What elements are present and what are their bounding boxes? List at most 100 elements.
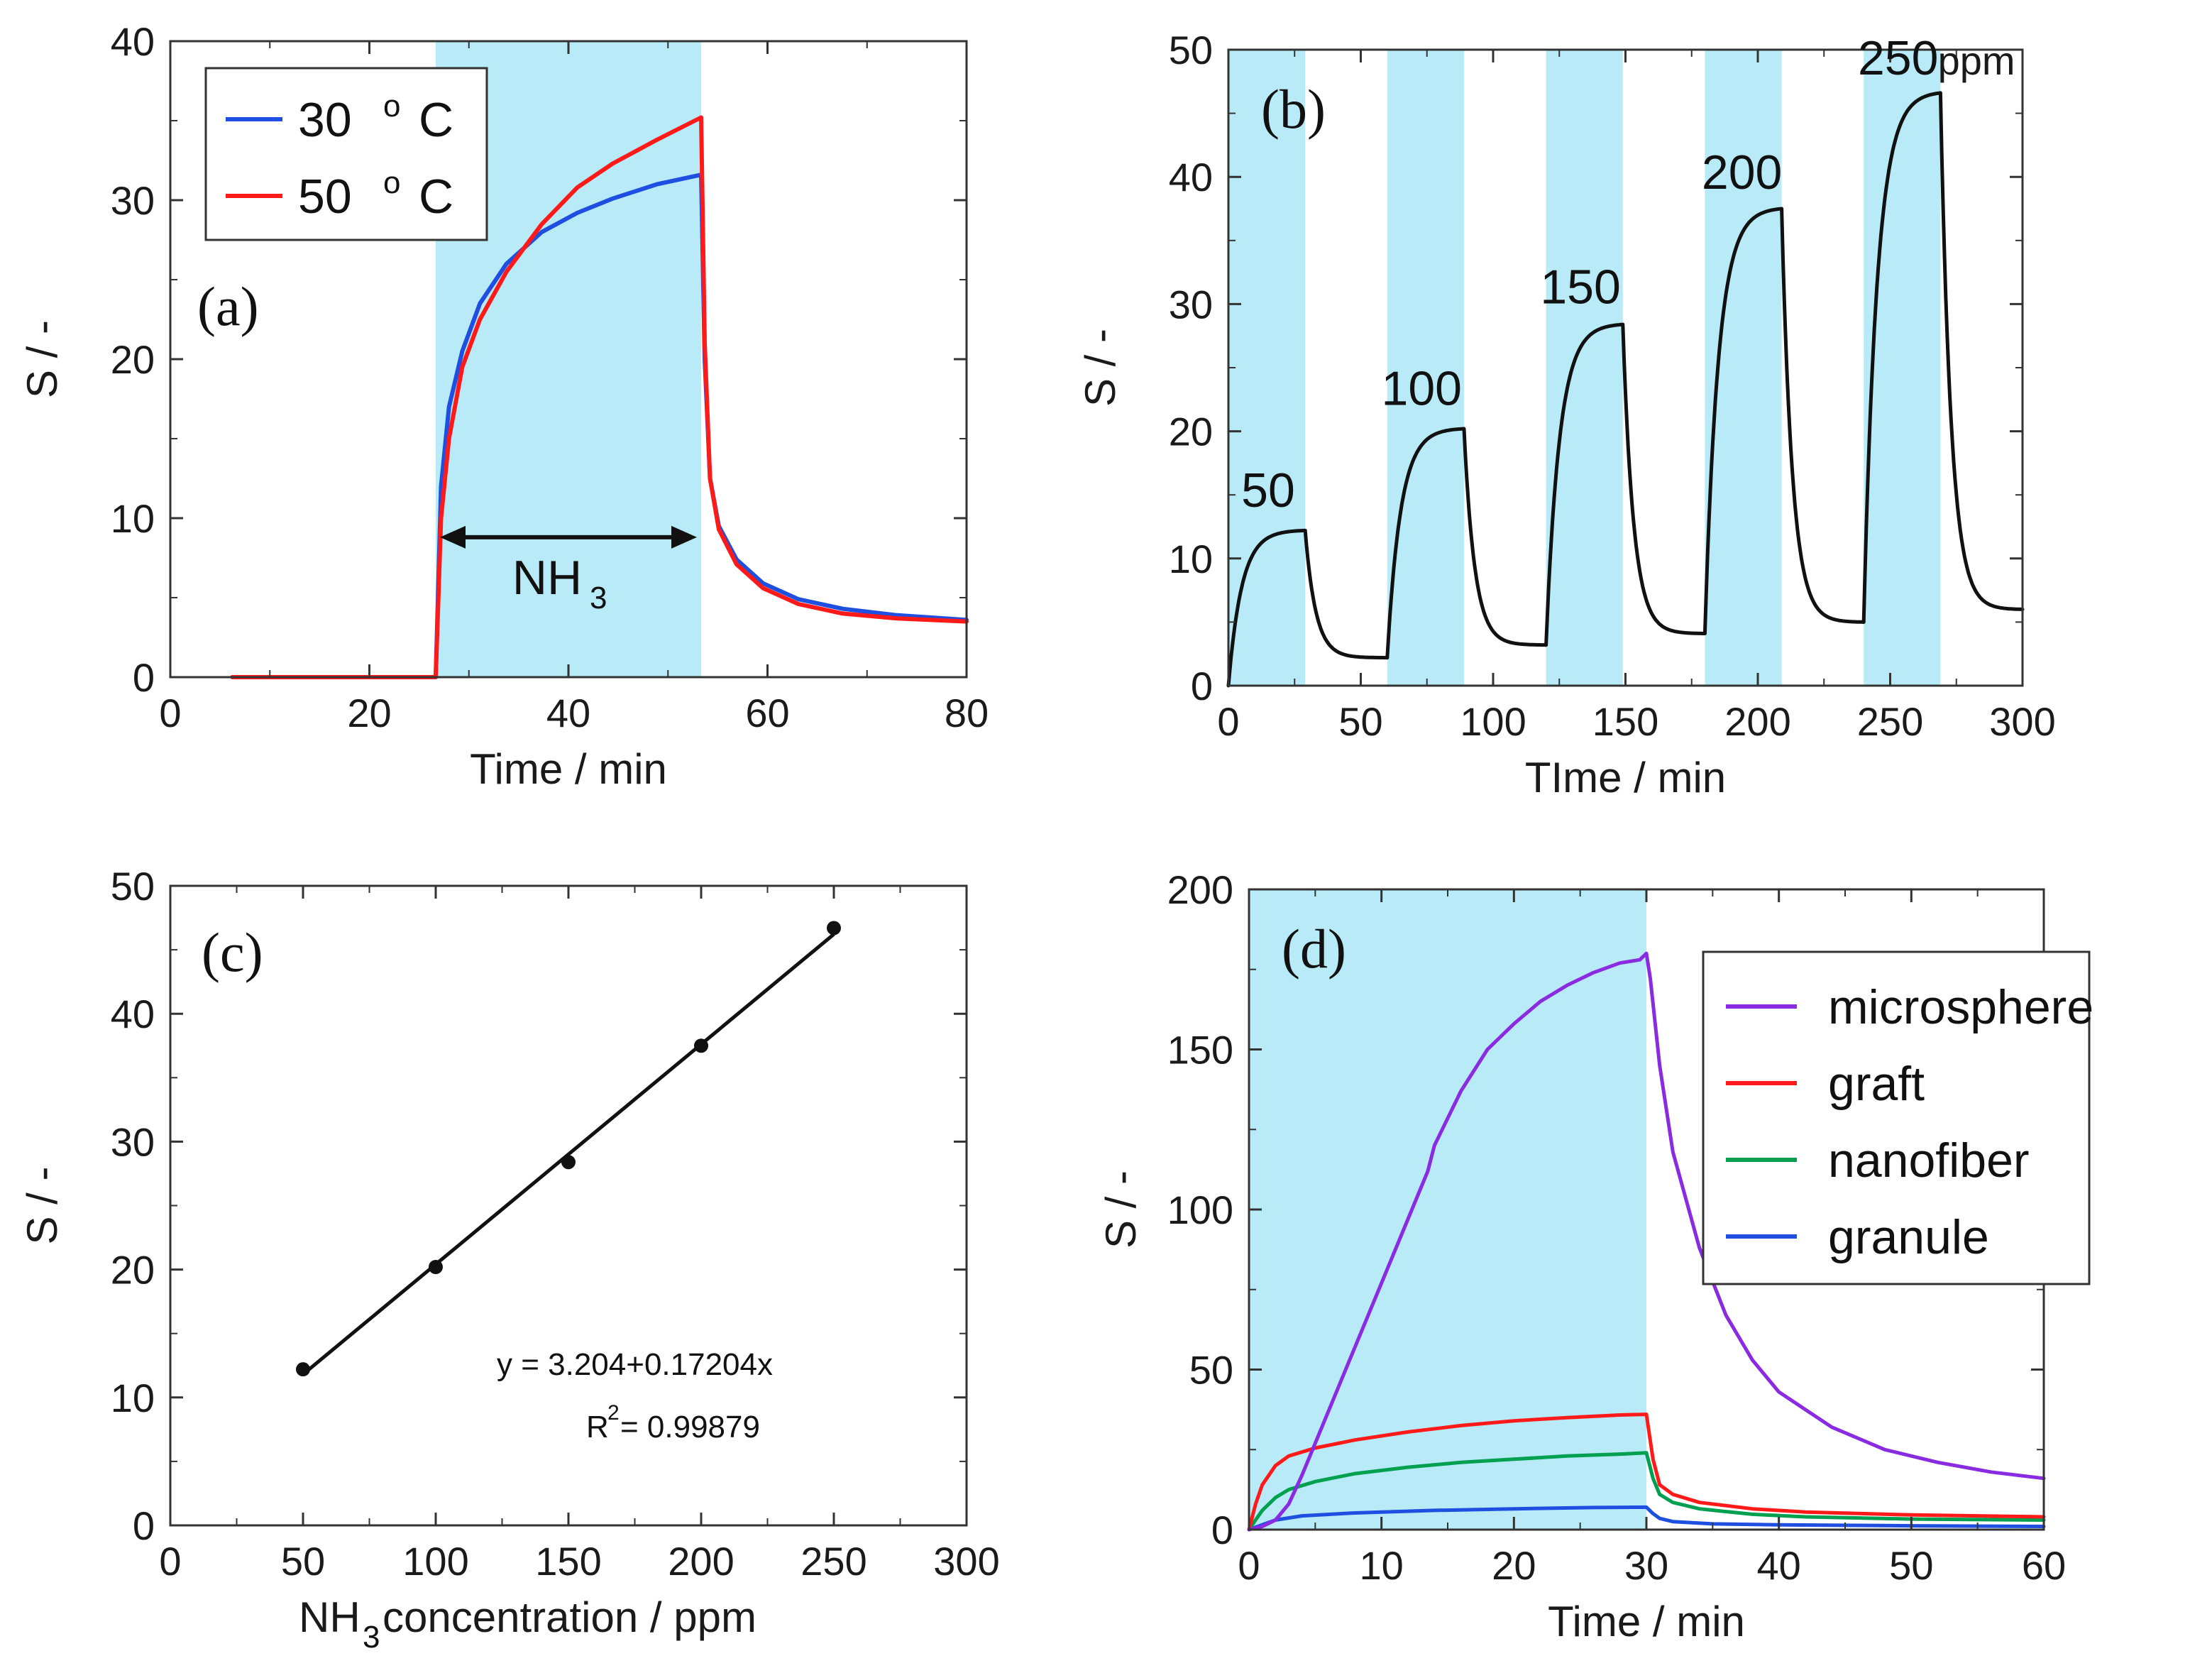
series-line-granule bbox=[1247, 1505, 2046, 1532]
y-tick-label: 30 bbox=[111, 1119, 155, 1164]
y-tick-label: 50 bbox=[1189, 1348, 1233, 1393]
x-tick-label: 200 bbox=[668, 1539, 734, 1584]
x-tick-label: 100 bbox=[1460, 699, 1526, 744]
x-axis-label: NH bbox=[299, 1594, 361, 1641]
unit-label-ppm: ppm bbox=[1938, 38, 2015, 83]
concentration-label: 100 bbox=[1382, 362, 1462, 416]
response-pulse-line bbox=[1702, 207, 1866, 635]
x-tick-label: 10 bbox=[1360, 1543, 1404, 1588]
y-tick-label: 0 bbox=[1191, 664, 1213, 708]
x-tick-label: 20 bbox=[347, 691, 391, 735]
y-axis-label: S / - bbox=[18, 320, 66, 398]
y-tick-label: 0 bbox=[133, 655, 155, 700]
response-pulse-line bbox=[1861, 91, 2025, 624]
data-point bbox=[429, 1259, 443, 1274]
x-tick-label: 250 bbox=[800, 1539, 866, 1584]
legend-unit: C bbox=[419, 170, 453, 224]
legend-unit: C bbox=[419, 93, 453, 147]
series-line-30C bbox=[230, 172, 969, 679]
y-axis-label: S / - bbox=[1077, 329, 1124, 407]
x-axis-label-subscript: 3 bbox=[363, 1620, 380, 1655]
data-point bbox=[694, 1038, 708, 1053]
x-tick-label: 250 bbox=[1857, 699, 1923, 744]
legend-label: microsphere bbox=[1828, 980, 2093, 1034]
x-tick-label: 100 bbox=[402, 1539, 468, 1584]
y-tick-label: 0 bbox=[133, 1503, 155, 1548]
x-tick-label: 40 bbox=[1757, 1543, 1801, 1588]
x-tick-label: 50 bbox=[1889, 1543, 1933, 1588]
y-tick-label: 10 bbox=[111, 496, 155, 541]
y-tick-label: 20 bbox=[1169, 410, 1213, 454]
concentration-label: 150 bbox=[1540, 260, 1620, 314]
x-tick-label: 0 bbox=[159, 691, 181, 735]
response-pulse-line bbox=[1385, 427, 1548, 660]
x-axis-label: Time / min bbox=[1548, 1598, 1745, 1645]
nh3-exposure-shade bbox=[1387, 50, 1464, 686]
panel-b-chart: 0 50 100 150 200 250 300 0 10 20 30 40 50 S / - TIme /… bbox=[1077, 28, 2056, 801]
legend-label: 30 bbox=[298, 93, 352, 147]
nh3-annotation: NH bbox=[512, 551, 582, 605]
legend: microsphere graft nanofiber granule bbox=[1702, 950, 2093, 1285]
y-tick-label: 50 bbox=[111, 864, 155, 909]
legend-label: 50 bbox=[298, 170, 352, 224]
panel-label: (b) bbox=[1261, 78, 1326, 140]
y-tick-label: 0 bbox=[1211, 1508, 1233, 1552]
nh3-exposure-shade bbox=[1228, 50, 1306, 686]
panel-label: (c) bbox=[202, 921, 263, 983]
y-axis-label: S / - bbox=[1097, 1170, 1145, 1249]
panel-d-chart: 0 10 20 30 40 50 60 0 50 100 150 200 S / - Time / min… bbox=[1097, 867, 2093, 1645]
nh3-exposure-shade bbox=[1864, 50, 1941, 686]
panel-label: (d) bbox=[1282, 918, 1346, 980]
x-tick-label: 200 bbox=[1724, 699, 1790, 744]
x-tick-label: 30 bbox=[1624, 1543, 1668, 1588]
y-tick-label: 50 bbox=[1169, 28, 1213, 72]
y-tick-label: 20 bbox=[111, 337, 155, 382]
x-tick-label: 60 bbox=[745, 691, 789, 735]
legend-label: nanofiber bbox=[1828, 1134, 2030, 1187]
arrow-head-right bbox=[671, 525, 697, 549]
y-tick-label: 200 bbox=[1167, 867, 1233, 912]
nh3-annotation-subscript: 3 bbox=[590, 581, 607, 615]
concentration-label: 250 bbox=[1858, 31, 1938, 85]
series-line-graft bbox=[1247, 1413, 2046, 1532]
y-axis-label: S / - bbox=[18, 1166, 66, 1244]
y-tick-label: 30 bbox=[111, 178, 155, 223]
x-tick-label: 0 bbox=[1238, 1543, 1260, 1588]
legend-superscript: o bbox=[383, 89, 400, 124]
arrow-head-left bbox=[440, 525, 466, 549]
y-tick-label: 10 bbox=[111, 1376, 155, 1420]
panel-c-chart: 0 50 100 150 200 250 300 0 10 20 30 40 50 S / - NH 3 co… bbox=[18, 864, 1000, 1655]
y-tick-label: 30 bbox=[1169, 282, 1213, 327]
data-point bbox=[296, 1362, 310, 1377]
response-pulse-line bbox=[1226, 528, 1390, 688]
series-line-nanofiber bbox=[1247, 1451, 2046, 1532]
x-tick-label: 300 bbox=[1989, 699, 2055, 744]
nh3-exposure-shade bbox=[1249, 889, 1646, 1530]
r-squared-superscript: 2 bbox=[607, 1401, 620, 1425]
x-tick-label: 150 bbox=[535, 1539, 601, 1584]
panel-label: (a) bbox=[197, 275, 259, 337]
x-tick-label: 300 bbox=[933, 1539, 999, 1584]
data-point bbox=[827, 921, 841, 936]
y-tick-label: 10 bbox=[1169, 537, 1213, 581]
concentration-label: 200 bbox=[1702, 146, 1782, 199]
y-tick-label: 40 bbox=[111, 992, 155, 1036]
x-axis-label-rest: concentration / ppm bbox=[383, 1594, 756, 1641]
y-tick-label: 150 bbox=[1167, 1028, 1233, 1073]
y-tick-label: 20 bbox=[111, 1248, 155, 1293]
legend-label: granule bbox=[1828, 1210, 1989, 1264]
response-pulse-line bbox=[1544, 322, 1707, 647]
x-tick-label: 60 bbox=[2022, 1543, 2066, 1588]
series-line-50C bbox=[230, 115, 969, 679]
legend-label: graft bbox=[1828, 1057, 1925, 1111]
y-tick-label: 100 bbox=[1167, 1187, 1233, 1232]
x-tick-label: 20 bbox=[1492, 1543, 1536, 1588]
x-tick-label: 0 bbox=[159, 1539, 181, 1584]
legend-superscript: o bbox=[383, 165, 400, 200]
r-squared-value: = 0.99879 bbox=[620, 1410, 760, 1444]
linear-fit-line bbox=[302, 933, 835, 1376]
x-tick-label: 0 bbox=[1217, 699, 1239, 744]
